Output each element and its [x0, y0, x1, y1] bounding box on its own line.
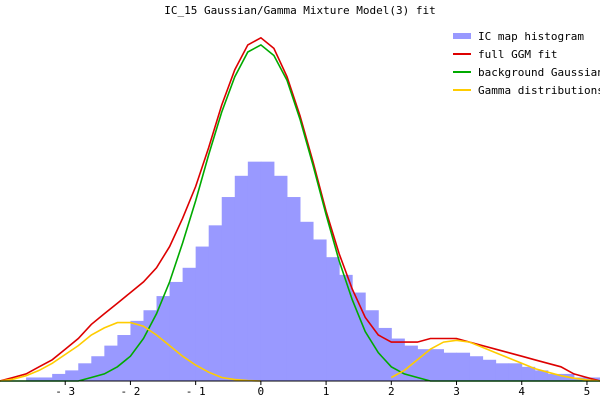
histogram-bar [365, 310, 379, 381]
histogram-bar [130, 320, 144, 381]
histogram-bar [430, 349, 444, 381]
x-tick-label: 5 [584, 385, 591, 398]
legend-label: full GGM fit [478, 48, 557, 61]
histogram-bar [143, 310, 158, 381]
histogram-bar [195, 246, 210, 381]
histogram-bar [313, 239, 327, 381]
histogram-bar [39, 377, 53, 381]
legend-label: Gamma distributions [478, 84, 600, 97]
histogram-bar [391, 338, 405, 381]
histogram-bar [521, 366, 536, 381]
histogram-bar [300, 221, 314, 381]
histogram-bar [286, 197, 301, 381]
histogram-bar [104, 345, 118, 381]
histogram-bar [208, 225, 223, 381]
histogram-bar [65, 370, 79, 381]
histogram-bar [456, 352, 471, 381]
histogram-bar [508, 363, 523, 381]
histogram-bar [26, 377, 40, 381]
histogram-bar [352, 292, 366, 381]
histogram-bar [247, 161, 262, 381]
gamma-distribution-line-2 [390, 339, 600, 382]
histogram-bar [234, 175, 249, 381]
x-tick-label: - 1 [186, 385, 206, 398]
gamma-distribution-line-1 [0, 321, 261, 382]
histogram-bar [260, 161, 275, 381]
histogram-bar [78, 363, 92, 381]
histogram-bar [326, 257, 340, 381]
x-tick-label: 0 [258, 385, 265, 398]
full-ggm-fit-line [0, 36, 600, 382]
histogram-bar [117, 335, 131, 381]
histogram-bar [482, 359, 497, 381]
histogram-bar [156, 296, 171, 381]
histogram-bar [169, 281, 184, 381]
histogram-bar [495, 363, 510, 381]
x-tick-label: 4 [518, 385, 525, 398]
histogram-bar [443, 352, 458, 381]
legend: IC map histogram full GGM fit background G… [453, 30, 600, 97]
histogram-bar [52, 373, 66, 381]
histogram-bar [339, 274, 353, 381]
histogram-bar [273, 175, 288, 381]
x-tick-label: 2 [388, 385, 395, 398]
chart-title: IC_15 Gaussian/Gamma Mixture Model(3) fi… [164, 4, 436, 17]
x-tick-label: 1 [323, 385, 330, 398]
x-tick-label: - 3 [55, 385, 75, 398]
histogram-bar [469, 356, 484, 381]
plot-area [0, 36, 600, 382]
legend-label: IC map histogram [478, 30, 584, 43]
histogram-bar [547, 373, 562, 381]
x-tick-label: 3 [453, 385, 460, 398]
legend-label: background Gaussian [478, 66, 600, 79]
x-axis: - 3 - 2 - 1 0 1 2 3 4 5 [0, 380, 600, 398]
histogram-bar [182, 267, 197, 381]
histogram-bar [534, 370, 549, 381]
x-tick-label: - 2 [120, 385, 140, 398]
histogram-bar [404, 345, 418, 381]
histogram-bar [221, 197, 236, 381]
